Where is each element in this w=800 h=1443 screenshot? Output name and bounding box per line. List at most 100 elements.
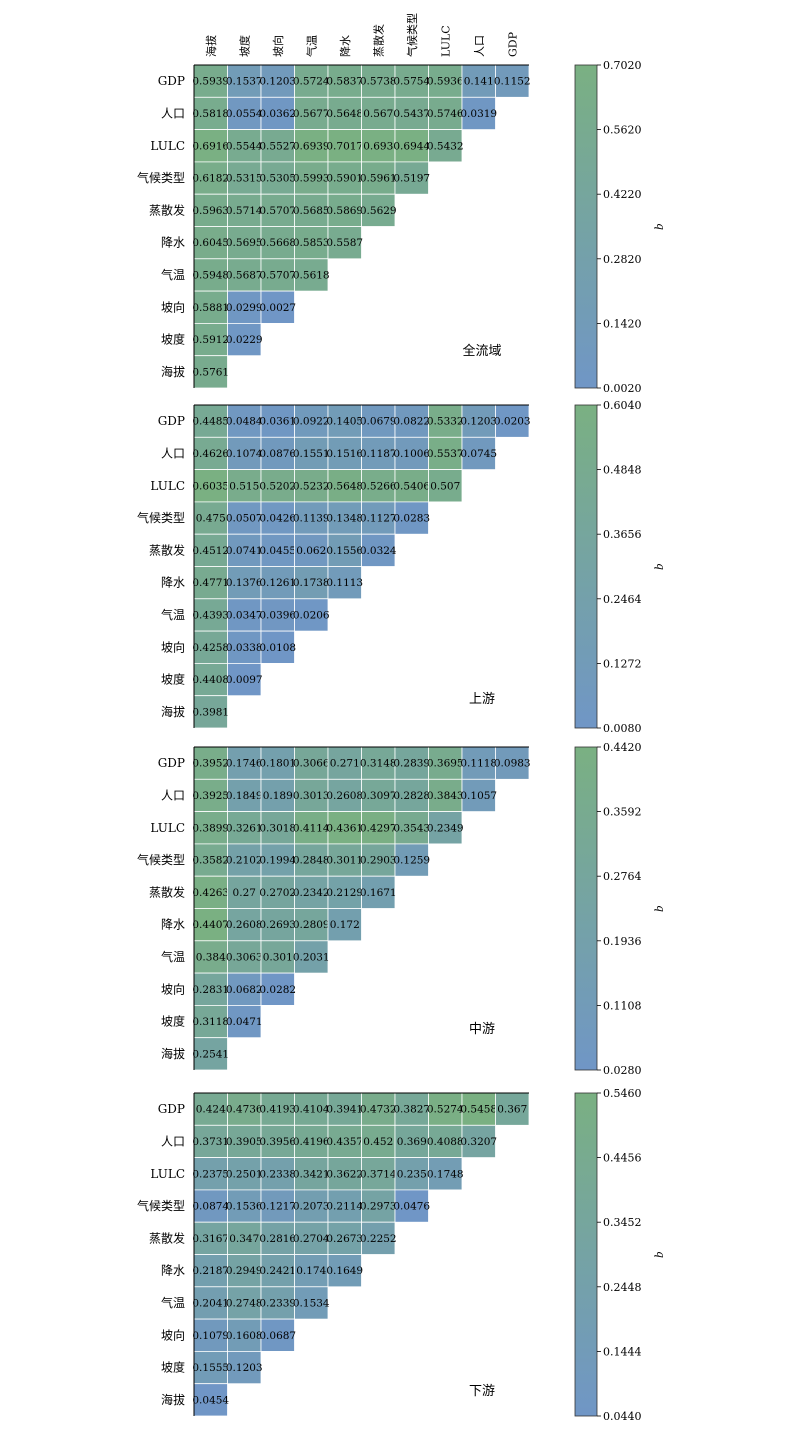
cell-value: 0.3118: [192, 1016, 229, 1028]
cell-value: 0.1746: [226, 758, 263, 770]
panel-title: 下游: [469, 1384, 495, 1399]
heatmap-cell: [361, 1092, 396, 1126]
heatmap-cell: [260, 1286, 295, 1320]
cell-value: 0.2129: [326, 887, 363, 899]
heatmap-cell: [394, 436, 429, 470]
cell-value: 0.1217: [259, 1201, 296, 1213]
cell-value: 0.0822: [393, 416, 430, 428]
cell-value: 0.4193: [259, 1104, 296, 1116]
cell-value: 0.6939: [293, 140, 330, 152]
cell-value: 0.4736: [226, 1104, 263, 1116]
colorbar-tick-label: 0.4220: [603, 188, 642, 201]
heatmap-cell: [227, 1351, 262, 1385]
cell-value: 0.0097: [226, 674, 263, 686]
heatmap-cell: [294, 1286, 329, 1320]
row-label: 坡向: [161, 299, 185, 314]
cell-value: 0.0324: [360, 545, 397, 557]
cell-value: 0.2041: [192, 1297, 229, 1309]
cell-value: 0.4732: [360, 1104, 397, 1116]
cell-value: 0.5963: [192, 205, 229, 217]
row-label: LULC: [150, 479, 185, 493]
cell-value: 0.5458: [460, 1104, 497, 1116]
column-label: 人口: [473, 35, 486, 57]
cell-value: 0.4361: [326, 822, 363, 834]
cell-value: 0.5668: [259, 237, 296, 249]
colorbar-label: q: [654, 563, 667, 570]
cell-value: 0.301: [263, 951, 293, 963]
row-label: 海拔: [161, 1392, 185, 1407]
cell-value: 0.5527: [259, 140, 296, 152]
cell-value: 0.1556: [326, 545, 363, 557]
heatmap-cell: [193, 908, 228, 942]
colorbar-tick-label: 0.3452: [603, 1216, 642, 1229]
row-label: 降水: [161, 1264, 185, 1278]
heatmap-cell: [193, 1221, 228, 1255]
cell-value: 0.1534: [293, 1297, 330, 1309]
cell-value: 0.3731: [192, 1136, 229, 1148]
heatmap-cell: [227, 290, 262, 324]
heatmap-cell: [193, 1286, 228, 1320]
heatmap-cell: [260, 566, 295, 600]
cell-value: 0.0319: [460, 108, 497, 120]
cell-value: 0.27: [233, 887, 256, 899]
cell-value: 0.5677: [293, 108, 330, 120]
heatmap-cell: [227, 96, 262, 131]
cell-value: 0.5232: [293, 480, 330, 492]
cell-value: 0.693: [363, 140, 393, 152]
heatmap-cell: [294, 1092, 329, 1126]
heatmap-panel-3: GDP人口LULC气候类型蒸散发降水气温坡向坡度海拔0.39520.17460.…: [137, 741, 667, 1077]
cell-value: 0.3261: [226, 822, 263, 834]
cell-value: 0.5961: [360, 173, 397, 185]
cell-value: 0.3207: [460, 1136, 497, 1148]
heatmap-cell: [227, 161, 262, 195]
cell-value: 0.0282: [259, 984, 296, 996]
heatmap-cell: [428, 811, 463, 845]
cell-value: 0.1259: [393, 855, 430, 867]
row-label: 坡度: [161, 1360, 185, 1375]
heatmap-cell: [361, 843, 396, 877]
cell-value: 0.0299: [226, 302, 263, 314]
colorbar-tick-label: 0.1108: [603, 999, 642, 1012]
cell-value: 0.1118: [460, 758, 497, 770]
cell-value: 0.1203: [226, 1362, 263, 1374]
cell-value: 0.1849: [226, 790, 263, 802]
cell-value: 0.5266: [360, 480, 397, 492]
column-label: LULC: [439, 25, 452, 57]
row-label: LULC: [150, 139, 185, 153]
colorbar-tick-label: 0.4848: [603, 464, 642, 477]
cell-value: 0.3827: [393, 1104, 430, 1116]
cell-value: 0.1738: [293, 577, 330, 589]
row-label: 坡度: [161, 1014, 185, 1029]
heatmap-cell: [294, 875, 329, 909]
colorbar-label: q: [654, 905, 667, 912]
heatmap-cell: [227, 129, 262, 163]
heatmap-cell: [193, 533, 228, 567]
colorbar: [574, 1092, 598, 1417]
cell-value: 0.0471: [226, 1016, 263, 1028]
cell-value: 0.4297: [360, 822, 397, 834]
heatmap-cell: [495, 404, 530, 438]
heatmap-panel-2: GDP人口LULC气候类型蒸散发降水气温坡向坡度海拔0.44850.04840.…: [137, 399, 667, 735]
cell-value: 0.189: [263, 790, 293, 802]
cell-value: 0.384: [196, 951, 226, 963]
cell-value: 0.5648: [326, 108, 363, 120]
row-label: 人口: [161, 1134, 185, 1148]
cell-value: 0.2949: [226, 1265, 263, 1277]
cell-value: 0.4114: [293, 822, 330, 834]
cell-value: 0.5305: [259, 173, 296, 185]
heatmap-cell: [227, 469, 262, 503]
heatmap-cell: [227, 843, 262, 877]
row-label: GDP: [158, 756, 185, 770]
colorbar-label: q: [654, 223, 667, 230]
cell-value: 0.2704: [293, 1233, 330, 1245]
cell-value: 0.2421: [259, 1265, 296, 1277]
cell-value: 0.1555: [192, 1362, 229, 1374]
cell-value: 0.0229: [226, 334, 263, 346]
cell-value: 0.3167: [192, 1233, 229, 1245]
heatmap-cell: [227, 778, 262, 812]
heatmap-cell: [461, 1124, 496, 1159]
cell-value: 0.5837: [326, 76, 363, 88]
row-label: 海拔: [161, 1046, 185, 1061]
cell-value: 0.2349: [427, 822, 464, 834]
